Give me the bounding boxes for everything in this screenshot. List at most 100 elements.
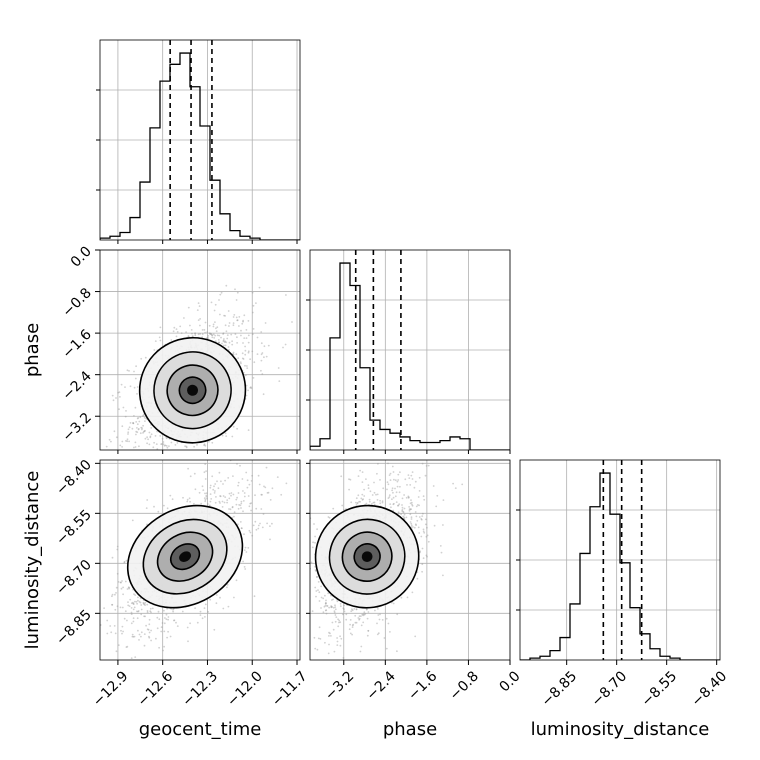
sample-point [265,466,268,469]
sample-point [231,343,234,346]
x-tick-label: −3.2 [322,668,357,703]
sample-point [161,622,164,624]
sample-point [128,426,131,429]
sample-point [372,501,375,504]
sample-point [143,633,146,635]
sample-point [414,480,417,483]
sample-point [215,594,218,596]
sample-point [242,319,245,322]
sample-point [137,417,140,419]
sample-point [199,324,201,327]
sample-point [433,524,436,527]
sample-point [111,593,114,596]
sample-point [385,647,388,650]
sample-point [159,339,162,342]
sample-point [233,596,235,599]
sample-point [159,435,162,437]
sample-point [226,501,229,504]
sample-point [289,600,291,602]
sample-point [127,460,129,462]
sample-point [123,560,126,563]
sample-point [253,595,256,598]
sample-point [405,516,408,519]
sample-point [204,321,207,324]
sample-point [234,288,236,291]
sample-point [204,331,207,334]
sample-point [116,605,119,608]
sample-point [242,500,245,502]
sample-point [408,506,410,508]
sample-point [152,446,155,449]
sample-point [153,349,156,351]
sample-point [143,416,146,419]
sample-point [203,444,206,446]
sample-point [403,507,406,510]
sample-point [330,606,332,608]
sample-point [202,489,205,491]
sample-point [314,647,317,650]
sample-point [461,483,464,486]
sample-point [175,621,177,624]
sample-point [252,328,255,330]
sample-point [251,474,254,477]
sample-point [338,621,340,624]
sample-point [219,495,222,498]
sample-point [375,493,377,496]
sample-point [173,619,176,622]
sample-point [112,399,115,402]
sample-point [243,566,246,568]
sample-point [326,605,329,607]
sample-point [258,483,261,486]
sample-point [357,475,360,477]
sample-point [410,516,413,519]
sample-point [221,506,224,508]
sample-point [223,341,226,344]
sample-point [240,507,242,509]
sample-point [132,422,134,424]
panel-frame [99,459,301,661]
y-axis-label-luminosity_distance: luminosity_distance [22,471,43,650]
sample-point [222,339,225,342]
sample-point [237,357,240,359]
sample-point [105,445,108,448]
sample-point [238,325,240,327]
sample-point [194,488,197,491]
sample-point [342,613,344,616]
scatter-clip-group [289,462,464,659]
sample-point [84,630,86,632]
sample-point [188,497,191,500]
sample-point [250,387,253,390]
sample-point [381,619,384,621]
sample-point [348,478,350,481]
sample-point [228,325,230,327]
sample-point [294,598,296,600]
sample-point [435,505,438,508]
panel-frame [99,39,301,241]
sample-point [351,626,354,628]
sample-point [175,335,178,338]
sample-point [418,490,421,492]
sample-point [142,424,145,427]
sample-point [232,493,235,496]
sample-point [125,410,127,412]
sample-point [248,505,251,508]
sample-point [419,550,421,553]
x-tick-label: −1.6 [405,668,440,703]
sample-point [412,526,414,528]
sample-point [139,601,142,604]
sample-point [224,344,227,347]
sample-point [144,615,147,618]
sample-point [158,646,161,649]
sample-point [414,511,417,513]
sample-point [394,479,397,482]
sample-point [218,471,221,474]
sample-point [214,303,217,306]
sample-point [113,430,116,433]
sample-point [363,611,366,614]
sample-point [119,444,122,447]
sample-point [391,487,394,490]
sample-point [143,603,146,606]
sample-point [128,503,130,505]
sample-point [165,613,168,616]
sample-point [337,625,340,628]
